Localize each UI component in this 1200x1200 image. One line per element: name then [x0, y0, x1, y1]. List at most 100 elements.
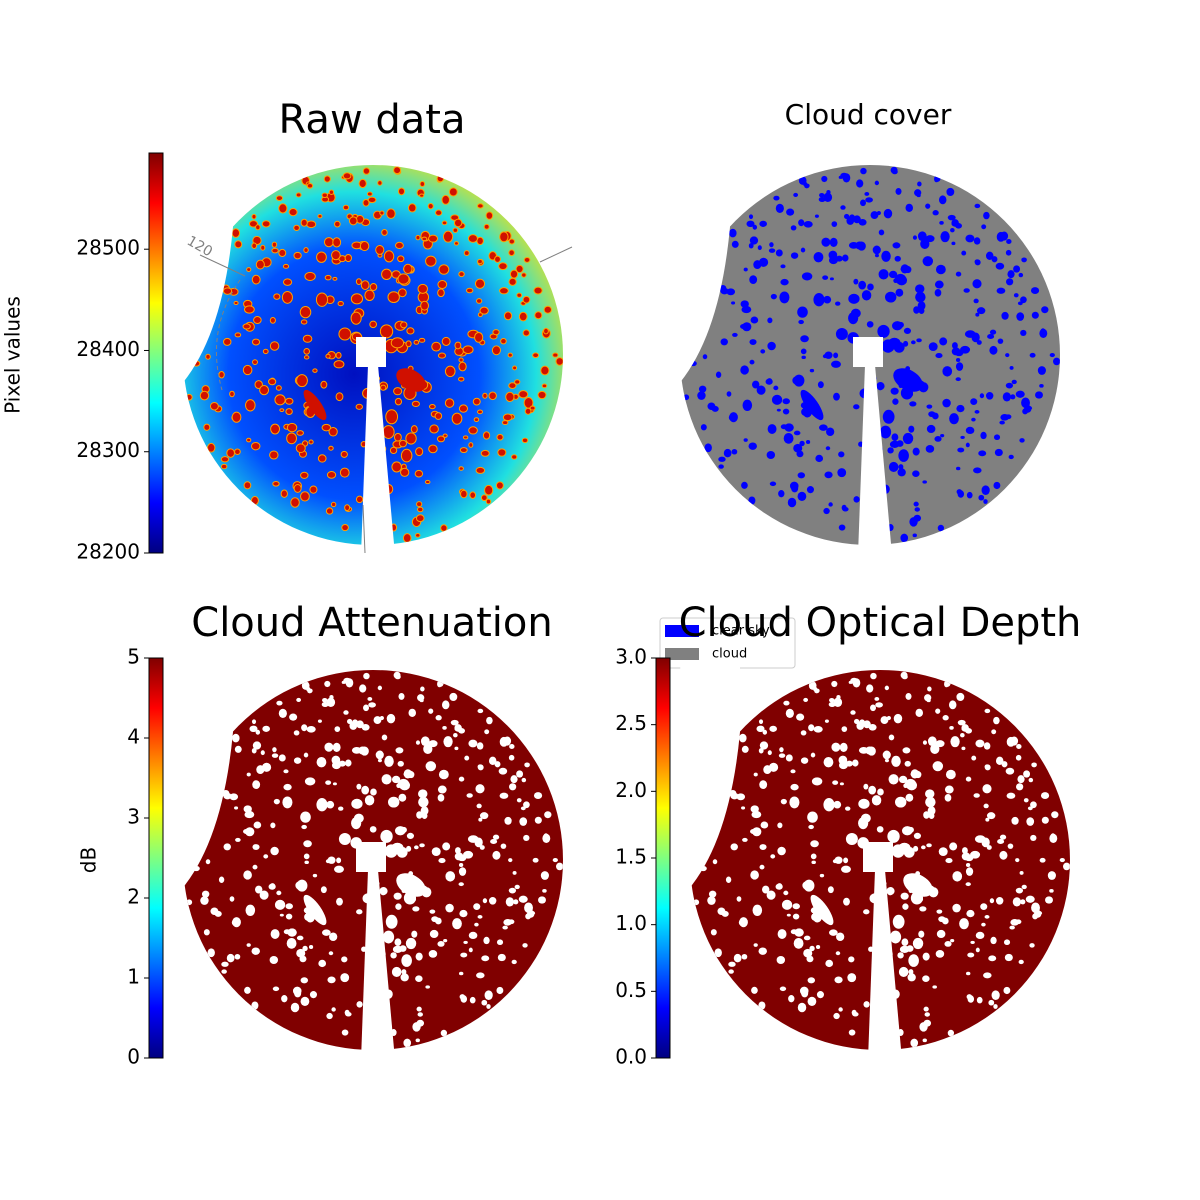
blob: [272, 986, 280, 992]
blob: [315, 292, 329, 307]
blob: [275, 195, 284, 202]
blob: [523, 834, 530, 841]
blob: [971, 755, 977, 761]
blob: [400, 321, 408, 329]
blob: [350, 311, 362, 325]
blob: [416, 501, 423, 508]
blob: [515, 264, 524, 274]
blob: [482, 431, 491, 440]
blob: [993, 716, 1000, 725]
blob: [749, 339, 757, 345]
colorbar-tick-label: 28200: [76, 540, 140, 564]
blob: [981, 922, 986, 927]
blob: [978, 494, 985, 501]
blob: [321, 701, 329, 708]
blob: [897, 468, 906, 477]
blob: [393, 671, 401, 679]
blob: [252, 741, 262, 750]
blob: [955, 466, 961, 471]
blob: [284, 397, 294, 405]
blob: [1006, 239, 1012, 244]
blob: [419, 843, 425, 848]
blob: [952, 903, 961, 913]
blob: [276, 700, 283, 706]
blob: [435, 715, 442, 721]
blob: [490, 838, 498, 845]
blob: [934, 280, 944, 289]
blob: [300, 977, 309, 984]
blob: [980, 903, 988, 911]
blob: [509, 744, 515, 749]
blob: [508, 382, 517, 389]
blob: [363, 704, 370, 712]
colorbar: [148, 152, 164, 554]
blob: [797, 491, 807, 502]
mast: [853, 337, 883, 367]
blob: [525, 913, 531, 920]
blob: [916, 338, 922, 343]
blob: [926, 404, 933, 409]
blob: [932, 412, 939, 420]
blob: [973, 298, 979, 304]
blob: [793, 430, 801, 436]
blob: [832, 780, 839, 785]
blob: [312, 368, 318, 373]
blob: [850, 677, 858, 684]
blob: [993, 434, 1001, 441]
blob: [762, 729, 768, 735]
blob: [229, 390, 235, 398]
blob: [508, 238, 516, 245]
colorbar: [655, 657, 671, 1059]
blob: [841, 726, 848, 732]
blob: [402, 533, 412, 543]
blob: [331, 1007, 336, 1012]
blob: [530, 911, 536, 916]
blob: [454, 746, 459, 751]
blob: [243, 870, 252, 880]
blob: [758, 719, 764, 725]
blob: [401, 969, 407, 975]
blob: [321, 423, 332, 432]
blob: [385, 409, 399, 425]
blob: [975, 931, 985, 940]
blob: [356, 720, 364, 729]
blob: [442, 726, 447, 730]
blob: [420, 806, 429, 816]
blob: [260, 750, 265, 756]
blob: [543, 327, 549, 335]
blob: [884, 685, 890, 691]
blob: [858, 798, 870, 809]
blob: [988, 955, 997, 962]
blob: [381, 774, 392, 785]
blob: [865, 197, 873, 203]
blob: [462, 435, 469, 440]
blob: [990, 936, 997, 945]
blob: [965, 234, 975, 243]
blob: [781, 899, 793, 910]
blob: [485, 498, 492, 505]
blob: [205, 353, 211, 360]
blob: [821, 175, 828, 183]
azimuth-line: [199, 254, 246, 277]
blob: [262, 725, 271, 732]
blob: [913, 845, 919, 852]
blob: [840, 205, 846, 210]
blob: [418, 789, 428, 799]
blob: [320, 380, 328, 389]
blob: [496, 939, 504, 946]
blob: [905, 793, 914, 802]
blob: [500, 337, 507, 345]
blob: [833, 352, 839, 359]
mast: [356, 337, 386, 367]
blob: [391, 461, 402, 473]
blob: [326, 1012, 333, 1020]
blob: [976, 996, 983, 1004]
blob: [398, 692, 405, 700]
blob: [1045, 896, 1053, 904]
blob: [934, 435, 942, 442]
blob: [482, 392, 488, 399]
blob: [1010, 394, 1016, 400]
blob: [997, 338, 1004, 344]
blob: [970, 850, 981, 859]
blob: [1015, 858, 1020, 863]
